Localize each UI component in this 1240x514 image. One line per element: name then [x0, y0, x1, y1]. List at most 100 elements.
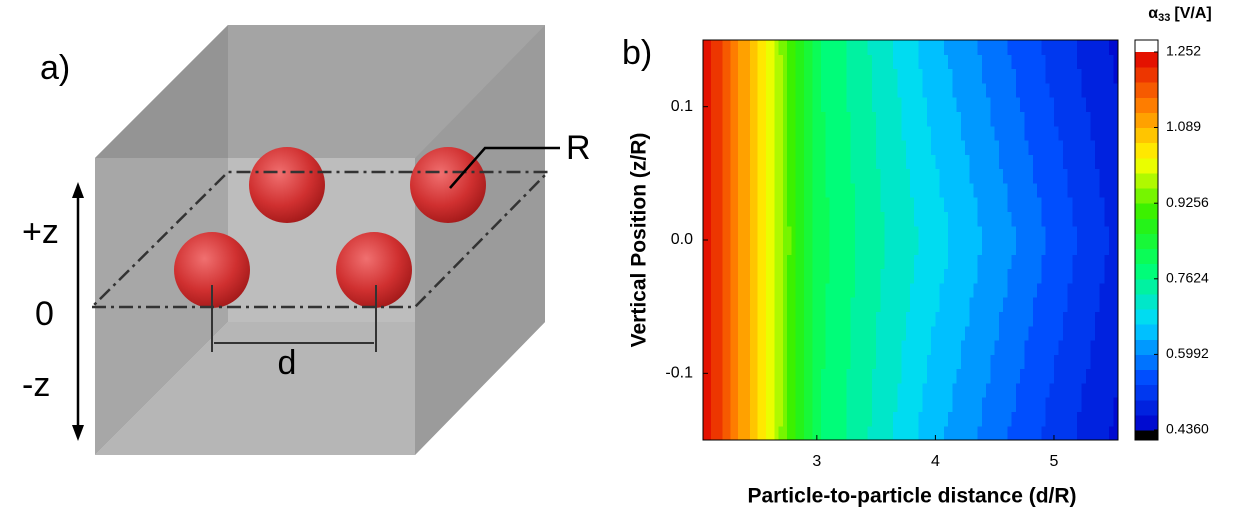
- contour-cell: [854, 254, 860, 270]
- contour-cell: [1011, 268, 1017, 284]
- contour-cell: [757, 197, 763, 213]
- contour-cell: [960, 82, 966, 98]
- contour-cell: [1104, 97, 1110, 113]
- contour-cell: [734, 268, 739, 284]
- contour-cell: [722, 240, 727, 255]
- contour-cell: [969, 68, 975, 84]
- contour-cell: [901, 340, 907, 355]
- contour-cell: [998, 97, 1004, 113]
- contour-cell: [734, 368, 739, 384]
- contour-cell: [821, 125, 826, 141]
- contour-cell: [1020, 354, 1025, 370]
- contour-cell: [952, 40, 958, 55]
- contour-cell: [799, 111, 805, 127]
- contour-cell: [909, 82, 915, 98]
- contour-cell: [741, 68, 747, 84]
- contour-cell: [1104, 397, 1110, 413]
- contour-cell: [918, 82, 924, 98]
- contour-cell: [981, 197, 987, 213]
- contour-cell: [749, 154, 755, 170]
- contour-cell: [893, 254, 898, 270]
- contour-cell: [965, 254, 970, 270]
- contour-cell: [909, 368, 915, 384]
- contour-cell: [722, 197, 727, 213]
- contour-cell: [952, 54, 958, 70]
- contour-cell: [1095, 268, 1101, 284]
- contour-cell: [745, 68, 751, 84]
- contour-cell: [973, 54, 979, 70]
- contour-cell: [1028, 397, 1034, 413]
- contour-cell: [812, 297, 818, 313]
- contour-cell: [943, 68, 949, 84]
- contour-cell: [842, 82, 848, 98]
- contour-cell: [1085, 154, 1092, 170]
- contour-cell: [838, 68, 843, 84]
- contour-cell: [914, 425, 920, 441]
- contour-cell: [969, 125, 975, 141]
- contour-cell: [1095, 354, 1101, 370]
- contour-cell: [833, 340, 839, 355]
- contour-cell: [1076, 297, 1083, 313]
- contour-cell: [939, 68, 945, 84]
- contour-cell: [804, 168, 809, 184]
- contour-cell: [981, 240, 987, 255]
- contour-cell: [956, 240, 962, 255]
- contour-cell: [1020, 125, 1025, 141]
- contour-cell: [804, 97, 809, 113]
- contour-cell: [825, 425, 831, 441]
- contour-cell: [782, 82, 788, 98]
- contour-cell: [888, 282, 894, 298]
- contour-cell: [757, 368, 763, 384]
- contour-cell: [782, 382, 788, 398]
- contour-cell: [867, 211, 873, 227]
- contour-cell: [1076, 411, 1083, 427]
- contour-cell: [829, 254, 835, 270]
- contour-cell: [893, 268, 898, 284]
- contour-cell: [829, 168, 835, 184]
- contour-cell: [893, 168, 898, 184]
- contour-cell: [706, 354, 712, 370]
- contour-cell: [897, 297, 903, 313]
- contour-cell: [804, 68, 809, 84]
- contour-cell: [880, 282, 886, 298]
- contour-cell: [808, 68, 814, 84]
- contour-cell: [745, 268, 751, 284]
- contour-cell: [1028, 68, 1034, 84]
- contour-cell: [986, 340, 992, 355]
- contour-cell: [931, 268, 936, 284]
- contour-cell: [1011, 82, 1017, 98]
- contour-cell: [1011, 68, 1017, 84]
- contour-cell: [863, 368, 869, 384]
- contour-cell: [965, 225, 970, 241]
- contour-cell: [782, 225, 788, 241]
- contour-cell: [884, 325, 890, 341]
- contour-cell: [935, 268, 941, 284]
- contour-cell: [981, 282, 987, 298]
- contour-cell: [859, 68, 865, 84]
- contour-cell: [897, 140, 903, 155]
- contour-cell: [1032, 311, 1038, 327]
- contour-cell: [943, 82, 949, 98]
- contour-cell: [1053, 225, 1060, 241]
- contour-cell: [726, 40, 731, 55]
- contour-cell: [761, 225, 767, 241]
- contour-cell: [791, 111, 797, 127]
- contour-cell: [734, 382, 739, 398]
- contour-cell: [1007, 240, 1013, 255]
- contour-cell: [909, 397, 915, 413]
- contour-cell: [1099, 225, 1105, 241]
- contour-cell: [1045, 340, 1051, 355]
- contour-cell: [1045, 154, 1051, 170]
- contour-cell: [1024, 168, 1030, 184]
- contour-cell: [871, 82, 877, 98]
- contour-cell: [846, 140, 852, 155]
- contour-cell: [914, 125, 920, 141]
- contour-cell: [1053, 382, 1060, 398]
- contour-cell: [897, 68, 903, 84]
- contour-cell: [948, 254, 953, 270]
- contour-cell: [990, 325, 996, 341]
- contour-cell: [1045, 111, 1051, 127]
- contour-cell: [969, 368, 975, 384]
- contour-cell: [1032, 97, 1038, 113]
- contour-cell: [922, 311, 928, 327]
